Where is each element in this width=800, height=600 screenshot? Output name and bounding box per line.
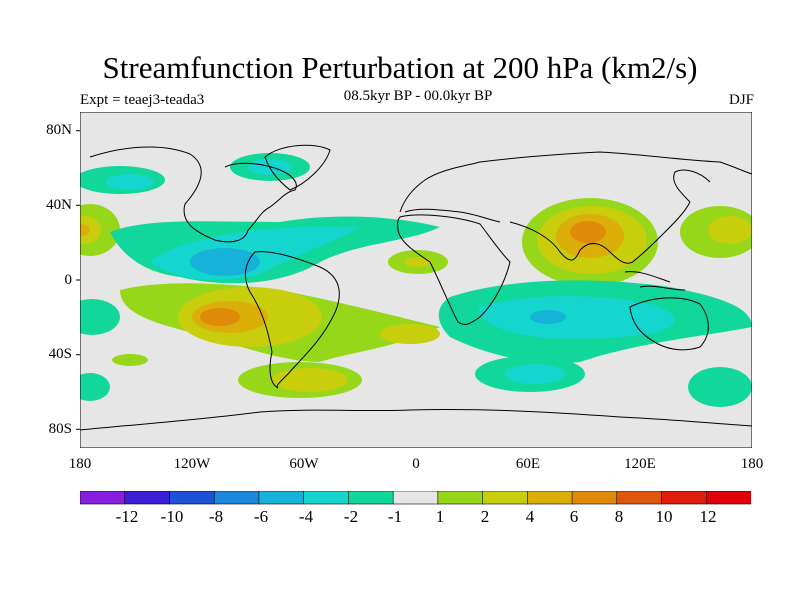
colorbar-label: -1 (387, 507, 403, 526)
coastline-south-asia (509, 201, 691, 264)
chart-title: Streamfunction Perturbation at 200 hPa (… (102, 50, 698, 85)
field-pacific-pos (80, 216, 101, 244)
field-pacific-south-neg (80, 299, 120, 335)
x-tick-label: 180 (68, 456, 92, 472)
field-southern-ocean-neg (505, 364, 565, 384)
field-southern-ocean-neg (688, 367, 752, 407)
x-tick-label: 0 (412, 456, 420, 472)
x-tick-label: 120W (173, 456, 211, 472)
field-pacific-pos (708, 216, 752, 244)
field-pacific-south-pos (112, 354, 148, 366)
y-tick-label: 40N (46, 197, 72, 213)
field-indian-neg (478, 296, 675, 339)
colorbar-swatch (527, 491, 573, 505)
colorbar-label: -10 (160, 507, 184, 526)
colorbar-label: 2 (480, 507, 490, 526)
season-label: DJF (728, 92, 754, 108)
period-label: 08.5kyr BP - 00.0kyr BP (343, 88, 493, 104)
colorbar-swatch (169, 491, 215, 505)
colorbar-swatch (437, 491, 484, 505)
y-tick-label: 0 (64, 272, 73, 288)
coastline-australia (629, 297, 709, 351)
coastline-europe-med (404, 208, 501, 223)
map-plot (80, 112, 752, 448)
colorbar-swatch (348, 491, 394, 505)
colorbar-swatch (303, 491, 349, 505)
field-indian-neg (530, 310, 566, 324)
x-tick-label: 60E (515, 456, 541, 472)
field-pacific-pos (80, 224, 90, 236)
coastline-antarctica (80, 408, 752, 431)
colorbar-swatch (213, 491, 260, 505)
y-tick-label: 80N (46, 122, 72, 138)
colorbar-swatch (258, 491, 305, 505)
colorbar-label: -8 (208, 507, 224, 526)
colorbar-label: 6 (569, 507, 579, 526)
colorbar-swatch (124, 491, 171, 505)
colorbar-label: -12 (115, 507, 139, 526)
colorbar-label: 1 (435, 507, 445, 526)
field-pacific-neg (106, 174, 154, 190)
field-samerica-pos (200, 308, 240, 326)
colorbar-label: 10 (655, 507, 673, 526)
field-south-atlantic-pos (272, 368, 348, 392)
field-atlantic-neg (190, 248, 260, 276)
y-axis-ticks (76, 130, 80, 430)
colorbar-label: 8 (614, 507, 624, 526)
coastline-east-asia (673, 169, 711, 203)
field-africa-pos (404, 257, 432, 267)
coastline-greenland (264, 144, 331, 191)
colorbar-swatch (571, 491, 618, 505)
colorbar-swatch (482, 491, 528, 505)
field-south-asia-pos (570, 221, 606, 243)
field-satlantic-pos (380, 324, 440, 344)
colorbar-label: 12 (699, 507, 717, 526)
colorbar-swatch (661, 491, 707, 505)
colorbar-label: 4 (525, 507, 535, 526)
coastline-maritime-continent (624, 271, 686, 291)
colorbar-label: -4 (298, 507, 314, 526)
colorbar-swatch (616, 491, 663, 505)
y-tick-label: 40S (48, 346, 72, 362)
colorbar-label: -2 (343, 507, 359, 526)
field-pacific-south-neg (80, 373, 110, 401)
map-background (80, 112, 752, 448)
y-tick-label: 80S (48, 421, 72, 437)
x-tick-label: 60W (289, 456, 319, 472)
colorbar-swatch (80, 491, 126, 505)
colorbar-label: -6 (253, 507, 269, 526)
coastline-north-america (89, 146, 297, 243)
coastline-africa (397, 214, 511, 325)
colorbar-swatch (392, 491, 439, 505)
coastlines (80, 144, 752, 431)
x-tick-label: 180 (740, 456, 764, 472)
experiment-label: Expt = teaej3-teada3 (80, 92, 205, 108)
colorbar-swatch (705, 491, 751, 505)
colorbar (80, 491, 751, 505)
x-tick-label: 120E (624, 456, 656, 472)
coastline-south-america (244, 251, 340, 389)
coastline-eurasia (399, 151, 752, 213)
